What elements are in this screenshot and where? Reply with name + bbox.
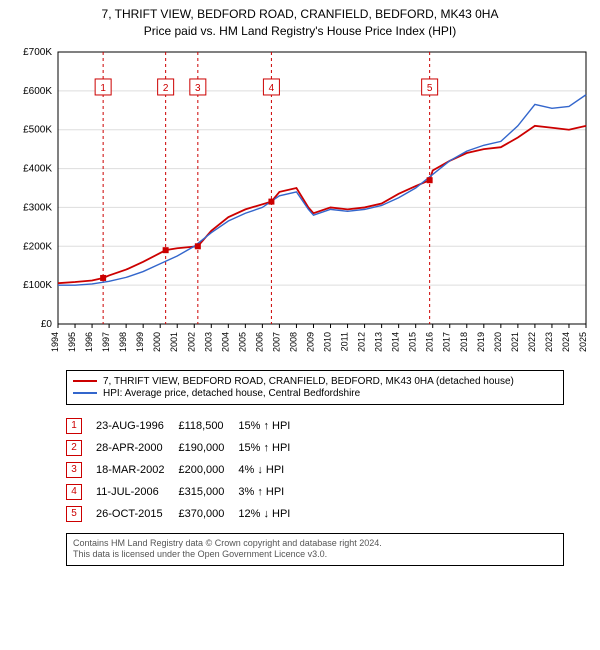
legend-swatch: [73, 392, 97, 394]
event-delta: 4% ↓ HPI: [238, 459, 304, 481]
event-price: £190,000: [178, 437, 238, 459]
event-price: £118,500: [178, 415, 238, 437]
svg-text:5: 5: [427, 83, 433, 94]
footer-line2: This data is licensed under the Open Gov…: [73, 549, 557, 561]
svg-text:2024: 2024: [561, 332, 571, 352]
price-chart: £0 £100K £200K £300K £400K £500K £600K £700K 199…: [6, 44, 594, 364]
svg-text:1997: 1997: [101, 332, 111, 352]
svg-text:£400K: £400K: [23, 163, 52, 174]
svg-text:£500K: £500K: [23, 124, 52, 135]
svg-text:2013: 2013: [374, 332, 384, 352]
svg-text:2015: 2015: [408, 332, 418, 352]
event-badge: 1: [66, 418, 82, 434]
event-row: 2 28-APR-2000£190,00015% ↑ HPI: [66, 437, 304, 459]
event-row: 4 11-JUL-2006£315,0003% ↑ HPI: [66, 481, 304, 503]
svg-text:2012: 2012: [357, 332, 367, 352]
event-badge: 3: [66, 462, 82, 478]
svg-text:2019: 2019: [476, 332, 486, 352]
svg-text:2005: 2005: [237, 332, 247, 352]
svg-text:2010: 2010: [323, 332, 333, 352]
svg-text:2: 2: [163, 83, 169, 94]
svg-text:2025: 2025: [578, 332, 588, 352]
event-delta: 15% ↑ HPI: [238, 437, 304, 459]
event-badge: 4: [66, 484, 82, 500]
event-row: 1 23-AUG-1996£118,50015% ↑ HPI: [66, 415, 304, 437]
svg-text:2004: 2004: [220, 332, 230, 352]
svg-text:2009: 2009: [305, 332, 315, 352]
svg-text:3: 3: [195, 83, 201, 94]
svg-text:£700K: £700K: [23, 47, 52, 58]
svg-text:2022: 2022: [527, 332, 537, 352]
svg-text:1999: 1999: [135, 332, 145, 352]
event-badge: 5: [66, 506, 82, 522]
chart-svg: £0 £100K £200K £300K £400K £500K £600K £700K 199…: [6, 44, 594, 364]
svg-text:4: 4: [269, 83, 275, 94]
svg-text:1995: 1995: [67, 332, 77, 352]
svg-text:2011: 2011: [340, 332, 350, 351]
legend-item: 7, THRIFT VIEW, BEDFORD ROAD, CRANFIELD,…: [73, 376, 557, 387]
svg-text:2008: 2008: [288, 332, 298, 352]
title-line2: Price paid vs. HM Land Registry's House …: [6, 23, 594, 40]
event-date: 26-OCT-2015: [96, 503, 178, 525]
svg-text:1996: 1996: [84, 332, 94, 352]
svg-text:2017: 2017: [442, 332, 452, 352]
event-price: £200,000: [178, 459, 238, 481]
event-date: 28-APR-2000: [96, 437, 178, 459]
svg-text:2018: 2018: [459, 332, 469, 352]
svg-text:£200K: £200K: [23, 241, 52, 252]
svg-text:1: 1: [100, 83, 106, 94]
event-date: 18-MAR-2002: [96, 459, 178, 481]
svg-text:2020: 2020: [493, 332, 503, 352]
chart-title: 7, THRIFT VIEW, BEDFORD ROAD, CRANFIELD,…: [6, 6, 594, 40]
legend: 7, THRIFT VIEW, BEDFORD ROAD, CRANFIELD,…: [66, 370, 564, 405]
event-price: £370,000: [178, 503, 238, 525]
event-badge: 2: [66, 440, 82, 456]
svg-text:2003: 2003: [203, 332, 213, 352]
svg-text:£100K: £100K: [23, 280, 52, 291]
svg-text:£300K: £300K: [23, 202, 52, 213]
svg-text:£0: £0: [41, 319, 53, 330]
svg-text:1994: 1994: [50, 332, 60, 352]
legend-label: 7, THRIFT VIEW, BEDFORD ROAD, CRANFIELD,…: [103, 376, 514, 387]
svg-text:2002: 2002: [186, 332, 196, 352]
footer-line1: Contains HM Land Registry data © Crown c…: [73, 538, 557, 550]
event-row: 5 26-OCT-2015£370,00012% ↓ HPI: [66, 503, 304, 525]
event-row: 3 18-MAR-2002£200,0004% ↓ HPI: [66, 459, 304, 481]
event-date: 11-JUL-2006: [96, 481, 178, 503]
legend-item: HPI: Average price, detached house, Cent…: [73, 388, 557, 399]
svg-text:2006: 2006: [254, 332, 264, 352]
event-date: 23-AUG-1996: [96, 415, 178, 437]
legend-label: HPI: Average price, detached house, Cent…: [103, 388, 360, 399]
footer-note: Contains HM Land Registry data © Crown c…: [66, 533, 564, 566]
svg-text:2016: 2016: [425, 332, 435, 352]
event-delta: 15% ↑ HPI: [238, 415, 304, 437]
title-line1: 7, THRIFT VIEW, BEDFORD ROAD, CRANFIELD,…: [6, 6, 594, 23]
svg-text:2014: 2014: [391, 332, 401, 352]
svg-text:2021: 2021: [510, 332, 520, 352]
event-delta: 12% ↓ HPI: [238, 503, 304, 525]
svg-text:1998: 1998: [118, 332, 128, 352]
svg-text:£600K: £600K: [23, 85, 52, 96]
svg-text:2001: 2001: [169, 332, 179, 352]
svg-text:2007: 2007: [271, 332, 281, 352]
event-price: £315,000: [178, 481, 238, 503]
events-table: 1 23-AUG-1996£118,50015% ↑ HPI 2 28-APR-200…: [66, 415, 304, 525]
event-delta: 3% ↑ HPI: [238, 481, 304, 503]
legend-swatch: [73, 380, 97, 382]
svg-text:2023: 2023: [544, 332, 554, 352]
svg-text:2000: 2000: [152, 332, 162, 352]
